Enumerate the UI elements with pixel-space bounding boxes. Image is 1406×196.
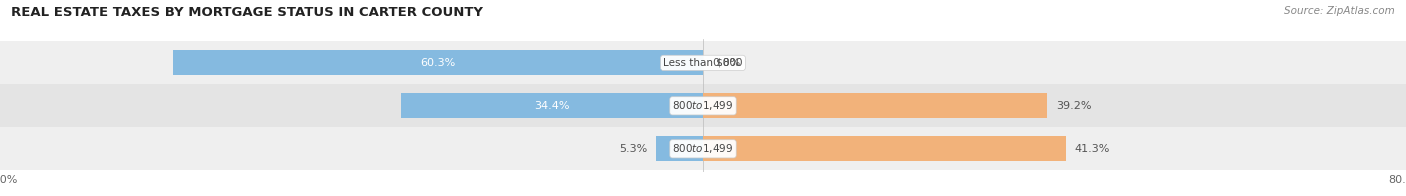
- Bar: [703, 136, 1066, 161]
- Text: 0.0%: 0.0%: [711, 58, 740, 68]
- Text: REAL ESTATE TAXES BY MORTGAGE STATUS IN CARTER COUNTY: REAL ESTATE TAXES BY MORTGAGE STATUS IN …: [11, 6, 484, 19]
- Text: 41.3%: 41.3%: [1074, 144, 1111, 154]
- Bar: [173, 50, 703, 75]
- Text: Less than $800: Less than $800: [664, 58, 742, 68]
- Text: $800 to $1,499: $800 to $1,499: [672, 99, 734, 112]
- Text: 39.2%: 39.2%: [1056, 101, 1091, 111]
- Text: 60.3%: 60.3%: [420, 58, 456, 68]
- Bar: [703, 93, 1047, 118]
- Bar: [0, 41, 1406, 84]
- Text: Source: ZipAtlas.com: Source: ZipAtlas.com: [1284, 6, 1395, 16]
- Bar: [657, 136, 703, 161]
- Bar: [0, 84, 1406, 127]
- Bar: [0, 127, 1406, 170]
- Bar: [401, 93, 703, 118]
- Text: 5.3%: 5.3%: [620, 144, 648, 154]
- Text: 34.4%: 34.4%: [534, 101, 569, 111]
- Text: $800 to $1,499: $800 to $1,499: [672, 142, 734, 155]
